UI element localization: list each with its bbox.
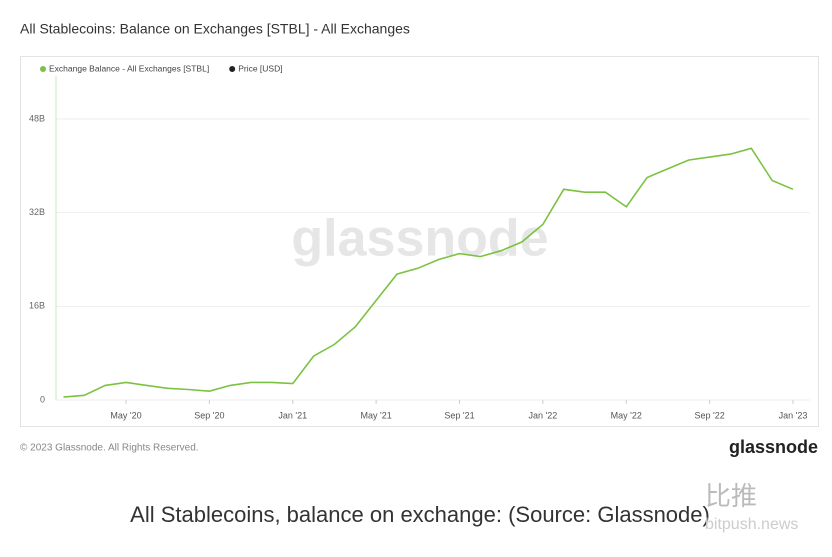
y-tick-label: 48B — [29, 113, 45, 123]
chart-title: All Stablecoins: Balance on Exchanges [S… — [20, 21, 410, 37]
x-tick-label: Sep '20 — [194, 410, 224, 420]
x-tick-label: May '21 — [361, 410, 392, 420]
panel — [20, 56, 819, 427]
caption: All Stablecoins, balance on exchange: (S… — [130, 502, 710, 527]
x-tick-label: May '20 — [110, 410, 141, 420]
x-tick-label: Jan '23 — [779, 410, 808, 420]
y-tick-label: 32B — [29, 207, 45, 217]
legend-marker — [40, 66, 46, 72]
y-tick-label: 16B — [29, 301, 45, 311]
y-tick-label: 0 — [40, 394, 45, 404]
x-tick-label: May '22 — [611, 410, 642, 420]
footer: © 2023 Glassnode. All Rights Reserved. — [20, 443, 199, 454]
site-url: bitpush.news — [705, 516, 798, 533]
data-line — [63, 147, 794, 398]
legend-entry: Price [USD] — [238, 63, 282, 73]
x-tick-label: Jan '22 — [529, 410, 558, 420]
logo: glassnode — [729, 437, 818, 457]
x-tick-label: Sep '21 — [444, 410, 474, 420]
legend-marker — [229, 66, 236, 72]
watermark: glassnode — [291, 210, 548, 268]
legend-entry: Exchange Balance - All Exchanges [STBL] — [49, 63, 209, 73]
x-tick-label: Sep '22 — [695, 410, 725, 420]
site-mark: 比推 — [705, 481, 757, 511]
x-tick-label: Jan '21 — [278, 410, 307, 420]
